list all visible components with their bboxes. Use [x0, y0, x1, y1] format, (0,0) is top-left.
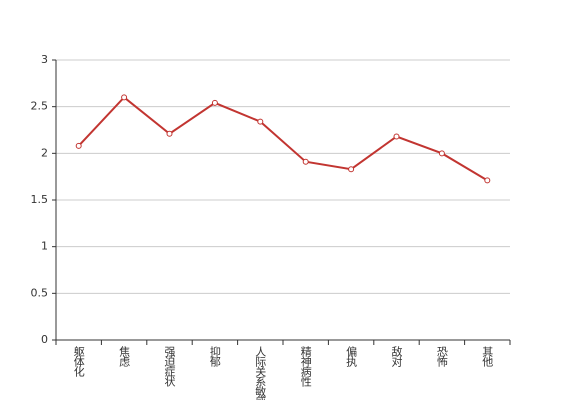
point — [302, 158, 309, 165]
point — [348, 166, 355, 173]
y-tick-label: 0 — [41, 333, 48, 346]
point — [75, 142, 82, 149]
y-tick-label: 2.5 — [31, 100, 49, 113]
x-tick-label: 其他 — [481, 346, 494, 367]
point — [393, 133, 400, 140]
x-tick-label: 强迫症状 — [163, 346, 176, 387]
point — [438, 150, 445, 157]
x-tick-label: 精神病性 — [299, 346, 312, 388]
x-tick-label: 躯体化 — [72, 346, 85, 378]
x-tick-label: 恐怖 — [435, 346, 448, 367]
x-tick-label: 人际关系敏感 — [254, 346, 267, 400]
x-tick-label: 敌对 — [390, 345, 403, 367]
point — [121, 94, 128, 101]
line — [77, 95, 488, 182]
x-tick-label: 偏执 — [345, 345, 358, 368]
y-tick-label: 3 — [41, 53, 48, 66]
y-tick-label: 2 — [41, 146, 48, 159]
x-tick-label: 抑郁 — [208, 345, 221, 367]
point — [257, 118, 264, 125]
y-tick-label: 1 — [41, 240, 48, 253]
point — [211, 99, 218, 106]
x-tick-label: 焦虑 — [118, 346, 131, 367]
point — [484, 177, 491, 184]
y-tick-label: 1.5 — [31, 193, 49, 206]
point — [166, 130, 173, 137]
y-tick-label: 0.5 — [31, 286, 49, 299]
